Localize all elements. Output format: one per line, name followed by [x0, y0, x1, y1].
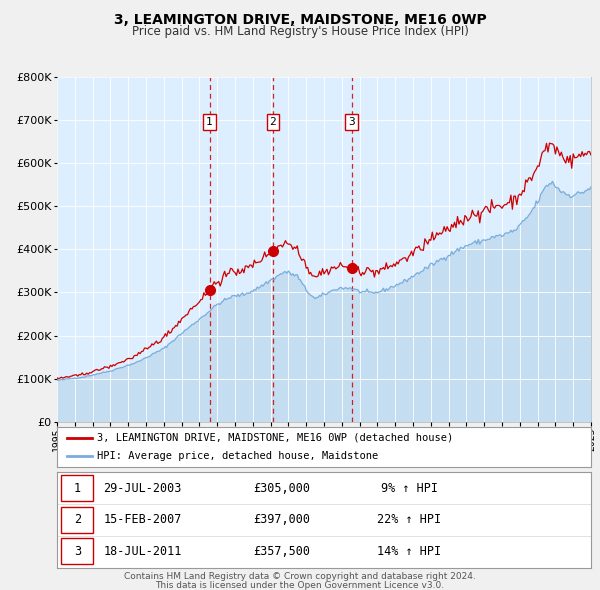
Text: 15-FEB-2007: 15-FEB-2007 [103, 513, 182, 526]
Text: 1: 1 [74, 482, 81, 495]
FancyBboxPatch shape [61, 539, 94, 564]
Text: 1: 1 [206, 117, 213, 127]
Text: 2: 2 [269, 117, 276, 127]
Text: 3, LEAMINGTON DRIVE, MAIDSTONE, ME16 0WP (detached house): 3, LEAMINGTON DRIVE, MAIDSTONE, ME16 0WP… [97, 433, 454, 443]
Text: £305,000: £305,000 [253, 482, 310, 495]
Text: 3: 3 [74, 545, 81, 558]
Text: 9% ↑ HPI: 9% ↑ HPI [381, 482, 438, 495]
Text: £357,500: £357,500 [253, 545, 310, 558]
FancyBboxPatch shape [61, 507, 94, 533]
Text: 3, LEAMINGTON DRIVE, MAIDSTONE, ME16 0WP: 3, LEAMINGTON DRIVE, MAIDSTONE, ME16 0WP [113, 13, 487, 27]
Text: 3: 3 [348, 117, 355, 127]
Text: 18-JUL-2011: 18-JUL-2011 [103, 545, 182, 558]
FancyBboxPatch shape [61, 476, 94, 501]
Text: £397,000: £397,000 [253, 513, 310, 526]
Text: 2: 2 [74, 513, 81, 526]
Text: 29-JUL-2003: 29-JUL-2003 [103, 482, 182, 495]
Text: Contains HM Land Registry data © Crown copyright and database right 2024.: Contains HM Land Registry data © Crown c… [124, 572, 476, 581]
Text: Price paid vs. HM Land Registry's House Price Index (HPI): Price paid vs. HM Land Registry's House … [131, 25, 469, 38]
Text: 22% ↑ HPI: 22% ↑ HPI [377, 513, 442, 526]
Text: This data is licensed under the Open Government Licence v3.0.: This data is licensed under the Open Gov… [155, 581, 445, 589]
Text: HPI: Average price, detached house, Maidstone: HPI: Average price, detached house, Maid… [97, 451, 379, 461]
Text: 14% ↑ HPI: 14% ↑ HPI [377, 545, 442, 558]
